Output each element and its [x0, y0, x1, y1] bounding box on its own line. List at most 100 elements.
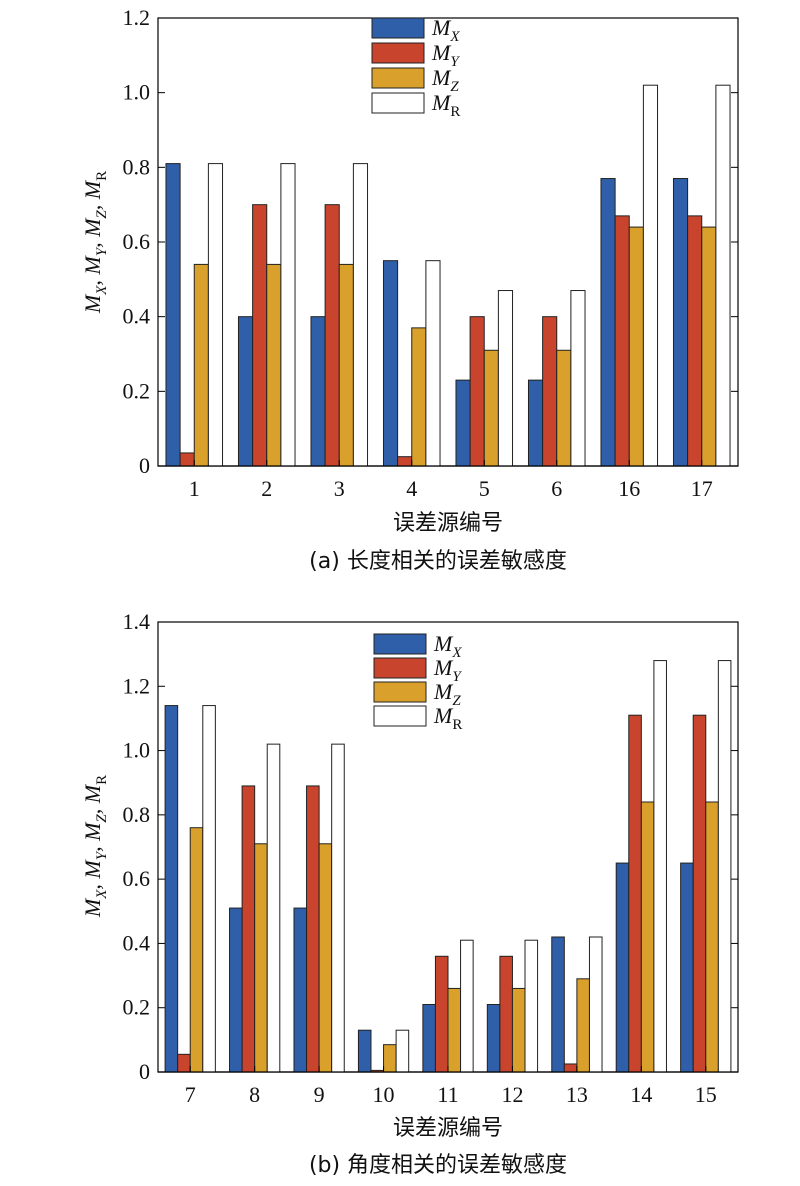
legend-label-mz: MZ: [433, 679, 461, 709]
figure-caption: (a) 长度相关的误差敏感度: [309, 549, 567, 574]
bar-mr-cat-9: [331, 743, 345, 1073]
bar-mz-cat-12: [511, 987, 526, 1073]
bar-my-cat-3: [324, 204, 340, 467]
bar-mr-cat-13: [588, 936, 603, 1073]
bar-mx-cat-17: [672, 178, 689, 467]
bar-mx-cat-8: [229, 907, 243, 1073]
bar-mx-cat-9: [293, 907, 308, 1073]
bar-mr-cat-5: [497, 290, 514, 467]
bar-mx-cat-12: [486, 1004, 501, 1073]
x-tick-label: 12: [501, 1082, 523, 1107]
legend-swatch-mr: [371, 92, 425, 114]
bar-mx-cat-14: [615, 862, 630, 1073]
bar-mx-cat-3: [310, 316, 326, 467]
bar-mz-cat-3: [338, 263, 354, 467]
x-tick-label: 9: [314, 1082, 325, 1107]
bar-mz-cat-16: [628, 226, 644, 467]
bar-my-cat-12: [499, 955, 513, 1073]
bar-my-cat-13: [563, 1063, 578, 1073]
x-tick-label: 7: [185, 1082, 196, 1107]
bar-mr-cat-12: [524, 939, 539, 1073]
bar-mx-cat-2: [237, 316, 254, 467]
bar-mz-cat-11: [447, 987, 462, 1073]
bar-my-cat-1: [179, 452, 195, 467]
legend-swatch-mz: [373, 681, 427, 703]
bar-mz-cat-10: [383, 1044, 397, 1073]
y-tick-label: 0.2: [123, 378, 151, 403]
legend-swatch-mr: [373, 705, 427, 727]
legend-label-mz: MZ: [431, 65, 459, 95]
y-axis-label: MX, MY, MZ, MR: [80, 171, 110, 314]
bar-mr-cat-15: [717, 660, 732, 1073]
x-tick-label: 13: [566, 1082, 588, 1107]
bar-my-cat-17: [687, 215, 703, 467]
bar-mx-cat-16: [600, 178, 616, 467]
bar-mz-cat-4: [411, 327, 427, 467]
legend-swatch-my: [371, 42, 425, 64]
bar-mz-cat-9: [318, 843, 333, 1073]
bar-my-cat-4: [397, 456, 413, 467]
x-tick-label: 5: [479, 476, 490, 501]
y-tick-label: 0.4: [123, 304, 151, 329]
legend-label-my: MY: [433, 655, 462, 685]
bar-mx-cat-1: [165, 163, 181, 467]
bar-mx-cat-13: [551, 936, 565, 1073]
y-tick-label: 0.2: [123, 995, 151, 1020]
bar-mx-cat-15: [680, 862, 694, 1073]
bar-my-cat-11: [434, 955, 449, 1073]
y-tick-label: 1.0: [123, 80, 151, 105]
bar-mz-cat-2: [266, 263, 282, 467]
x-tick-label: 16: [618, 476, 640, 501]
x-tick-label: 10: [373, 1082, 395, 1107]
legend-swatch-mx: [371, 17, 425, 39]
y-tick-label: 1.0: [123, 738, 151, 763]
legend-swatch-mz: [371, 67, 425, 89]
x-axis-label: 误差源编号: [393, 1116, 503, 1141]
bar-my-cat-5: [469, 316, 485, 467]
bar-mz-cat-15: [705, 801, 719, 1073]
x-tick-label: 15: [695, 1082, 717, 1107]
bar-mr-cat-14: [653, 660, 667, 1073]
y-tick-label: 0.6: [123, 866, 151, 891]
bar-mr-cat-11: [460, 939, 474, 1073]
bar-mz-cat-7: [189, 827, 204, 1073]
bar-my-cat-6: [542, 316, 558, 467]
legend-label-mx: MX: [433, 631, 462, 661]
y-tick-label: 1.2: [123, 673, 151, 698]
y-tick-label: 0.4: [123, 930, 151, 955]
bar-mz-cat-8: [254, 843, 268, 1073]
bar-mx-cat-11: [422, 1004, 436, 1073]
bar-mx-cat-6: [527, 379, 544, 467]
legend-label-my: MY: [431, 40, 460, 70]
bar-my-cat-14: [628, 714, 642, 1073]
bar-mr-cat-3: [352, 163, 369, 467]
x-axis-label: 误差源编号: [393, 511, 503, 536]
x-tick-label: 3: [334, 476, 345, 501]
bar-mr-cat-2: [280, 163, 296, 467]
bar-mr-cat-4: [425, 260, 441, 467]
bar-my-cat-9: [306, 785, 320, 1073]
x-tick-label: 4: [406, 476, 417, 501]
legend-label-mx: MX: [431, 15, 460, 45]
bar-mx-cat-7: [164, 705, 179, 1073]
x-tick-label: 6: [551, 476, 562, 501]
y-tick-label: 1.4: [123, 609, 151, 634]
y-tick-label: 0.6: [123, 229, 151, 254]
bar-my-cat-7: [177, 1053, 191, 1073]
bar-my-cat-2: [252, 204, 268, 467]
bar-mr-cat-6: [570, 290, 586, 467]
legend-swatch-my: [373, 657, 427, 679]
bar-mr-cat-17: [715, 84, 731, 467]
y-tick-label: 0: [139, 453, 150, 478]
x-tick-label: 14: [630, 1082, 652, 1107]
x-tick-label: 1: [189, 476, 200, 501]
x-tick-label: 17: [691, 476, 713, 501]
bar-mz-cat-1: [193, 263, 209, 467]
bar-mz-cat-13: [576, 978, 590, 1073]
bar-mx-cat-4: [382, 260, 399, 467]
x-tick-label: 2: [261, 476, 272, 501]
figure-caption: (b) 角度相关的误差敏感度: [309, 1153, 567, 1178]
y-tick-label: 0.8: [123, 154, 151, 179]
bar-mr-cat-10: [395, 1029, 410, 1073]
